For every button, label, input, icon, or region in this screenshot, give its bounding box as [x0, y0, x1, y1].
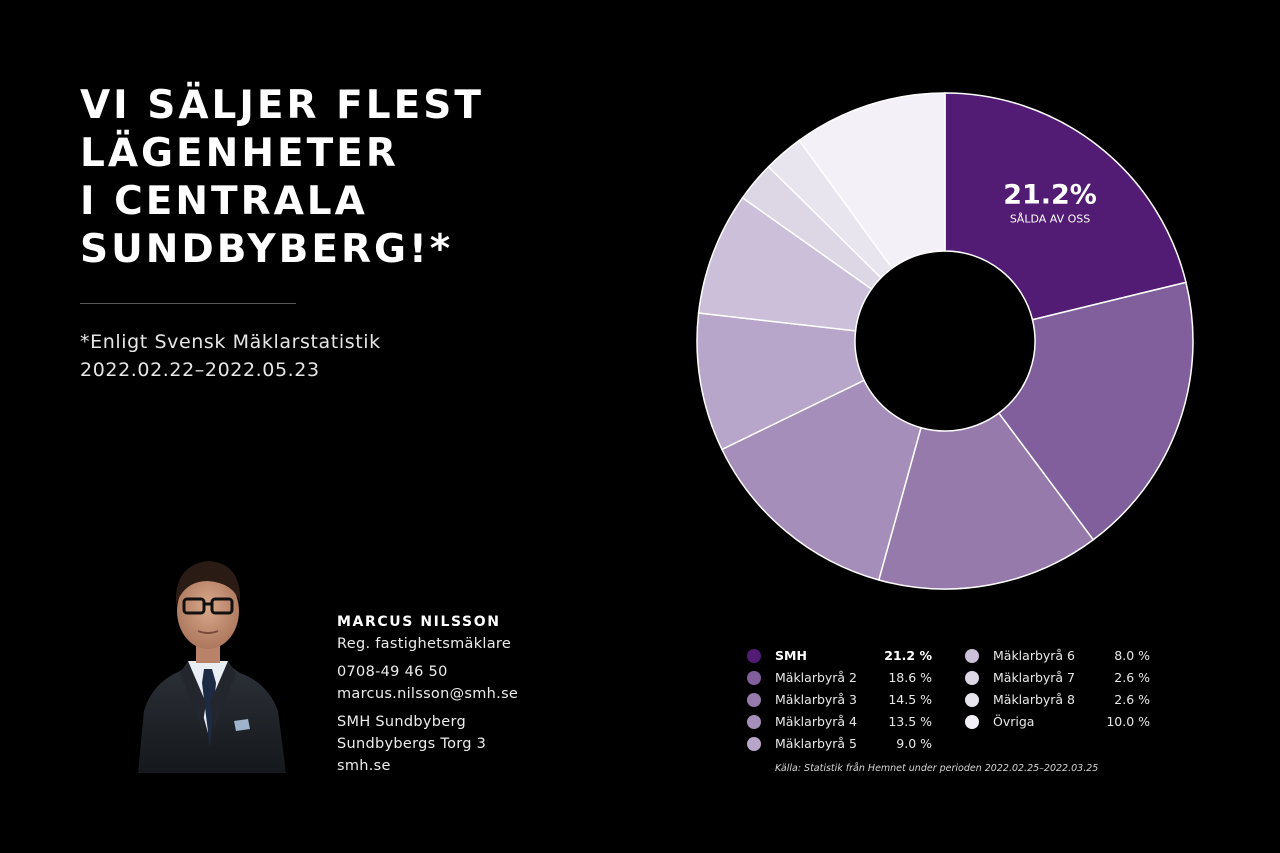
- legend-swatch: [965, 649, 979, 663]
- legend-value: 10.0 %: [1106, 714, 1150, 729]
- contact-office: SMH Sundbyberg: [337, 714, 467, 730]
- headline-line: I CENTRALA: [80, 179, 368, 224]
- legend-swatch: [965, 715, 979, 729]
- legend-value: 13.5 %: [888, 714, 932, 729]
- source-note: *Enligt Svensk Mäklarstatistik 2022.02.2…: [80, 328, 381, 384]
- legend-swatch: [747, 693, 761, 707]
- legend-item: Mäklarbyrå 4 13.5 %: [747, 711, 932, 733]
- legend-label: Mäklarbyrå 3: [775, 692, 858, 707]
- source-note-line: 2022.02.22–2022.05.23: [80, 359, 320, 381]
- legend-swatch: [747, 737, 761, 751]
- legend-swatch: [965, 671, 979, 685]
- legend-value: 9.0 %: [896, 736, 932, 751]
- source-note-line: *Enligt Svensk Mäklarstatistik: [80, 331, 381, 353]
- donut-chart: 21.2% SÅLDA AV OSS: [696, 92, 1194, 590]
- callout-value: 21.2%: [1003, 179, 1097, 210]
- legend-column: Mäklarbyrå 6 8.0 % Mäklarbyrå 7 2.6 % Mäklar…: [965, 645, 1150, 733]
- legend-swatch: [747, 715, 761, 729]
- legend-value: 2.6 %: [1114, 670, 1150, 685]
- legend-item: Mäklarbyrå 3 14.5 %: [747, 689, 932, 711]
- headline-line: LÄGENHETER: [80, 131, 399, 176]
- pie-slice-mäklarbyrå-3: [877, 412, 1095, 590]
- legend-label: Mäklarbyrå 5: [775, 736, 858, 751]
- pie-slice-övriga: [798, 92, 946, 270]
- legend-label: SMH: [775, 648, 807, 663]
- contact-title: Reg. fastighetsmäklare: [337, 636, 512, 652]
- headline-line: VI SÄLJER FLEST: [80, 83, 484, 128]
- legend-item: Mäklarbyrå 8 2.6 %: [965, 689, 1150, 711]
- chart-source-footnote: Källa: Statistik från Hemnet under perio…: [775, 763, 1099, 774]
- contact-phone[interactable]: 0708-49 46 50: [337, 664, 448, 680]
- legend-label: Mäklarbyrå 4: [775, 714, 858, 729]
- agent-portrait: [130, 533, 286, 773]
- legend-value: 8.0 %: [1114, 648, 1150, 663]
- headline-line: SUNDBYBERG!*: [80, 227, 454, 272]
- contact-name: MARCUS NILSSON: [337, 614, 501, 630]
- pie-slice-smh: [944, 92, 1187, 321]
- legend-label: Övriga: [993, 714, 1035, 729]
- contact-address: Sundbybergs Torg 3: [337, 736, 487, 752]
- legend-column: SMH 21.2 % Mäklarbyrå 2 18.6 % Mäklarbyrå 3 1…: [747, 645, 932, 755]
- legend-item: Mäklarbyrå 7 2.6 %: [965, 667, 1150, 689]
- legend-item: Övriga 10.0 %: [965, 711, 1150, 733]
- legend-value: 2.6 %: [1114, 692, 1150, 707]
- legend-item: Mäklarbyrå 6 8.0 %: [965, 645, 1150, 667]
- pie-slice-mäklarbyrå-2: [997, 281, 1194, 541]
- legend-label: Mäklarbyrå 7: [993, 670, 1076, 685]
- headline: VI SÄLJER FLEST LÄGENHETER I CENTRALA SU…: [80, 82, 484, 274]
- pie-slice-mäklarbyrå-4: [720, 379, 922, 581]
- contact-card: MARCUS NILSSON Reg. fastighetsmäklare 07…: [337, 612, 518, 777]
- legend-item: SMH 21.2 %: [747, 645, 932, 667]
- divider: [80, 303, 296, 304]
- legend-swatch: [747, 649, 761, 663]
- contact-email[interactable]: marcus.nilsson@smh.se: [337, 686, 519, 702]
- legend-swatch: [965, 693, 979, 707]
- legend-item: Mäklarbyrå 2 18.6 %: [747, 667, 932, 689]
- legend-label: Mäklarbyrå 2: [775, 670, 858, 685]
- legend-label: Mäklarbyrå 8: [993, 692, 1076, 707]
- legend-value: 21.2 %: [884, 648, 932, 663]
- callout-label: SÅLDA AV OSS: [1010, 212, 1090, 225]
- legend-item: Mäklarbyrå 5 9.0 %: [747, 733, 932, 755]
- legend-value: 18.6 %: [888, 670, 932, 685]
- legend-swatch: [747, 671, 761, 685]
- legend-value: 14.5 %: [888, 692, 932, 707]
- legend-label: Mäklarbyrå 6: [993, 648, 1076, 663]
- contact-website[interactable]: smh.se: [337, 758, 391, 774]
